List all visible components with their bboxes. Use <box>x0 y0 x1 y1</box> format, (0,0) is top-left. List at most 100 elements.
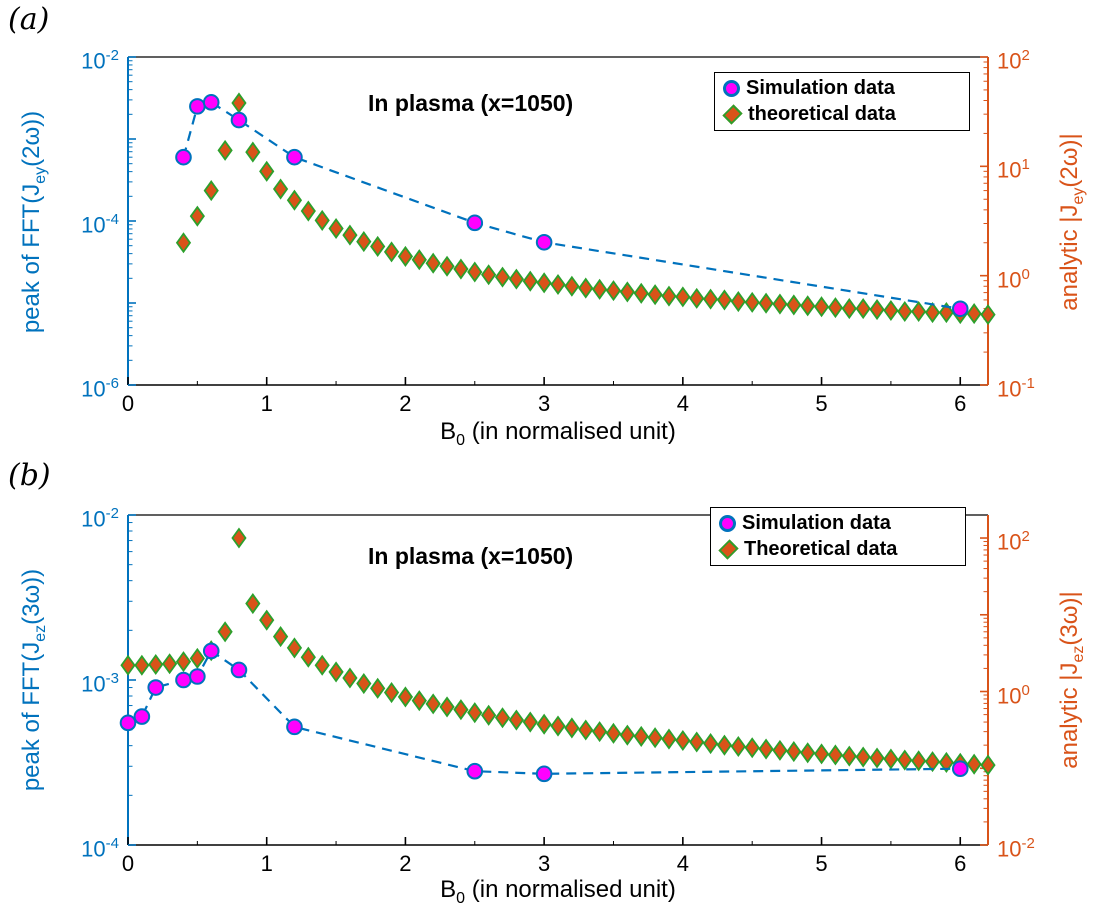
y-axis-label-left-a: peak of FFT(Jey(2ω)) <box>16 12 49 432</box>
theoretical-point <box>966 303 982 325</box>
theoretical-point <box>342 667 358 689</box>
theoretical-point <box>286 189 303 211</box>
theoretical-point <box>675 729 691 752</box>
ylabel-right-b-post: (3ω)| <box>1056 591 1083 646</box>
theoretical-point <box>661 728 677 750</box>
tick-label: 10-4 <box>81 211 119 238</box>
ylabel-left-b-post: (3ω)) <box>18 568 45 625</box>
theoretical-point <box>702 732 719 755</box>
ylabel-right-a-pre: analytic |J <box>1056 204 1083 311</box>
theoretical-point <box>245 141 261 163</box>
theoretical-point <box>175 232 192 254</box>
tick-label: 10-4 <box>81 835 119 862</box>
ylabel-left-a-post: (2ω)) <box>18 110 45 167</box>
legend-b: Simulation data Theoretical data <box>710 507 966 566</box>
theoretical-point <box>259 609 275 631</box>
theoretical-point <box>550 715 566 737</box>
theoretical-point <box>550 273 566 296</box>
theoretical-point <box>855 298 871 320</box>
simulation-point <box>230 661 248 679</box>
theoretical-point <box>481 264 497 286</box>
theoretical-point <box>592 278 608 300</box>
legend-label-theoretical-b: Theoretical data <box>744 538 898 560</box>
legend-label-theoretical-a: theoretical data <box>748 103 896 125</box>
theoretical-point <box>342 224 358 246</box>
simulation-point <box>189 668 206 685</box>
xlabel-b-sub: 0 <box>456 889 466 907</box>
theoretical-point <box>536 272 552 294</box>
theoretical-point <box>605 280 622 302</box>
tick-label: 1 <box>260 391 273 416</box>
theoretical-point <box>924 751 941 773</box>
simulation-point <box>466 214 484 232</box>
theoretical-point <box>633 282 649 304</box>
theoretical-point <box>411 690 427 712</box>
tick-label: 10-1 <box>997 375 1035 402</box>
theoretical-point <box>827 744 844 766</box>
theoretical-point <box>217 621 233 643</box>
theoretical-point <box>647 284 663 306</box>
legend-item-theoretical-b: Theoretical data <box>718 538 957 561</box>
theoretical-point <box>702 288 719 310</box>
tick-label: 10-2 <box>81 505 119 532</box>
theoretical-point <box>592 721 608 743</box>
theoretical-point <box>980 304 996 326</box>
theoretical-point <box>897 300 913 323</box>
theoretical-point <box>772 739 788 761</box>
theoretical-point <box>397 686 414 708</box>
theoretical-point <box>286 637 303 659</box>
theoretical-point <box>259 160 275 182</box>
theoretical-point <box>564 717 580 739</box>
simulation-point <box>175 148 192 166</box>
theoretical-point <box>314 209 330 231</box>
tick-label: 10-3 <box>81 670 119 697</box>
theoretical-point <box>813 743 830 765</box>
theoretical-point <box>716 734 733 756</box>
theoretical-point <box>508 709 524 731</box>
theoretical-point <box>716 289 733 311</box>
theoretical-point <box>272 178 289 200</box>
simulation-point <box>202 642 220 660</box>
y-axis-label-left-b: peak of FFT(Jez(3ω)) <box>16 470 49 890</box>
simulation-point <box>175 671 192 689</box>
theoretical-point <box>162 653 178 675</box>
annotation-b: In plasma (x=1050) <box>368 543 574 569</box>
simulation-marker-icon <box>719 515 736 532</box>
xlabel-b-base: B <box>440 876 457 903</box>
tick-label: 5 <box>815 851 828 876</box>
theoretical-point <box>439 255 455 277</box>
tick-label: 3 <box>538 391 551 416</box>
tick-label: 1 <box>260 851 273 876</box>
theoretical-point <box>619 724 635 746</box>
theoretical-point <box>453 258 469 280</box>
theoretical-point <box>827 297 844 319</box>
theoretical-point <box>356 673 372 695</box>
xlabel-a-rest: (in normalised unit) <box>465 418 676 445</box>
theoretical-point <box>675 286 691 308</box>
theoretical-point <box>370 677 386 699</box>
y-axis-label-right-a: analytic |Jey(2ω)| <box>1054 12 1087 432</box>
theoretical-point <box>911 750 927 772</box>
theoretical-point <box>869 299 885 321</box>
xlabel-a-base: B <box>440 418 457 445</box>
theoretical-point <box>883 748 899 770</box>
legend-a: Simulation data theoretical data <box>714 72 970 131</box>
theoretical-point <box>328 661 344 683</box>
theoretical-point <box>564 275 580 297</box>
theoretical-point <box>120 654 136 676</box>
theoretical-point <box>841 745 857 767</box>
simulation-point <box>189 98 206 115</box>
theoretical-marker-icon <box>722 104 743 125</box>
legend-item-simulation-a: Simulation data <box>723 77 961 100</box>
theoretical-point <box>148 653 164 676</box>
legend-label-simulation-a: Simulation data <box>746 77 895 99</box>
theoretical-point <box>397 245 414 267</box>
y-axis-label-right-b: analytic |Jez(3ω)| <box>1054 470 1087 890</box>
theoretical-point <box>300 200 316 222</box>
theoretical-point <box>300 646 316 668</box>
simulation-point <box>286 148 303 166</box>
simulation-point <box>951 300 969 318</box>
simulation-point <box>535 233 553 251</box>
ylabel-left-b-pre: peak of FFT(J <box>18 641 45 792</box>
